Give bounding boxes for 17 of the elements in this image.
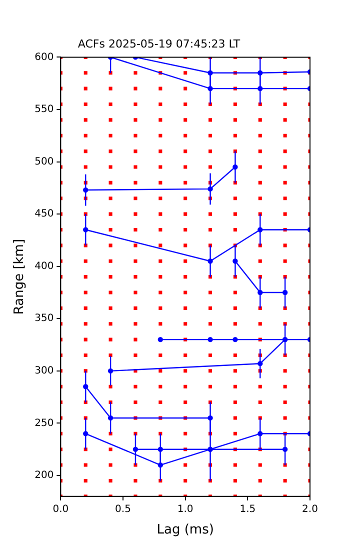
y-axis-title: Range [km] (12, 238, 28, 315)
y-tick-label: 250 (34, 418, 54, 429)
y-tick-label: 600 (34, 52, 54, 63)
y-tick-label: 550 (34, 104, 54, 116)
x-axis-title: Lag (ms) (156, 522, 214, 538)
chart-title: ACFs 2025-05-19 07:45:23 LT (78, 37, 240, 50)
y-tick-label: 400 (34, 260, 54, 272)
x-tick-label: 1.0 (177, 504, 194, 515)
y-tick-label: 500 (34, 156, 54, 168)
x-tick-label: 0.5 (115, 504, 131, 515)
x-tick-label: 1.5 (240, 504, 256, 515)
y-tick-label: 300 (34, 366, 54, 377)
y-tick-label: 200 (34, 470, 54, 482)
x-tick-label: 2.0 (302, 504, 318, 515)
y-tick-label: 350 (34, 313, 54, 324)
x-tick-label: 0.0 (52, 504, 69, 515)
y-tick-label: 450 (34, 208, 54, 220)
